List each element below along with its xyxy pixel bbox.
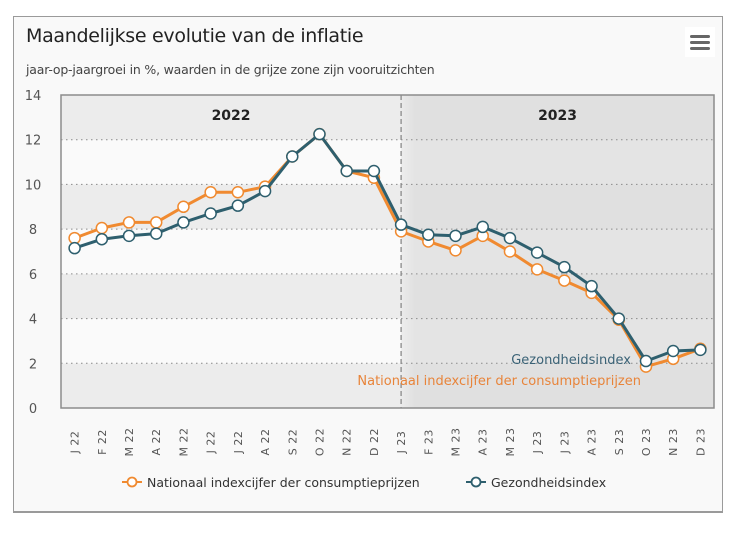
data-point bbox=[639, 354, 653, 368]
menu-line bbox=[690, 35, 710, 38]
y-tick-label: 12 bbox=[25, 134, 42, 149]
year-label: 2022 bbox=[212, 108, 251, 124]
data-point bbox=[149, 227, 163, 240]
legend-marker-nationaal-icon bbox=[122, 476, 142, 488]
x-tick-label: M 22 bbox=[123, 428, 136, 457]
x-tick-label: J 23 bbox=[531, 431, 544, 455]
data-point bbox=[503, 231, 517, 245]
x-tick-label: S 22 bbox=[286, 429, 299, 455]
data-point bbox=[422, 228, 435, 241]
x-tick-label: J 22 bbox=[205, 431, 218, 455]
x-tick-label: A 23 bbox=[477, 428, 490, 455]
data-point bbox=[177, 216, 190, 229]
data-point bbox=[666, 344, 680, 358]
data-point bbox=[503, 245, 517, 258]
data-point bbox=[177, 200, 190, 214]
series-label-nationaal: Nationaal indexcijfer der consumptieprij… bbox=[357, 374, 641, 389]
data-point bbox=[149, 216, 163, 229]
x-tick-label: J 22 bbox=[232, 431, 245, 455]
data-point bbox=[449, 244, 462, 257]
menu-line bbox=[690, 41, 710, 44]
menu-line bbox=[690, 47, 710, 50]
y-tick-label: 10 bbox=[25, 178, 42, 193]
data-point bbox=[204, 186, 217, 199]
x-tick-label: M 23 bbox=[504, 428, 517, 457]
x-tick-label: D 22 bbox=[368, 428, 381, 456]
y-tick-label: 14 bbox=[25, 89, 42, 104]
legend-marker-gezondheidsindex-icon bbox=[466, 476, 486, 488]
x-tick-label: N 22 bbox=[341, 428, 354, 456]
x-tick-label: J 22 bbox=[69, 431, 82, 455]
data-point bbox=[449, 229, 462, 243]
y-tick-label: 0 bbox=[29, 402, 37, 417]
data-point bbox=[313, 127, 326, 141]
x-tick-label: A 23 bbox=[586, 428, 599, 455]
data-point bbox=[122, 216, 136, 229]
legend-label: Nationaal indexcijfer der consumptieprij… bbox=[147, 474, 420, 490]
data-point bbox=[68, 241, 81, 255]
data-point bbox=[558, 260, 571, 274]
x-tick-label: A 22 bbox=[259, 428, 272, 455]
series-label-gezondheidsindex: Gezondheidsindex bbox=[511, 353, 631, 368]
data-point bbox=[258, 184, 272, 198]
data-point bbox=[585, 279, 598, 293]
data-point bbox=[530, 246, 544, 259]
series-gezondheidsindex bbox=[68, 127, 707, 368]
data-point bbox=[231, 186, 245, 199]
x-tick-label: J 23 bbox=[395, 431, 408, 455]
legend-item-gezondheidsindex[interactable]: Gezondheidsindex bbox=[465, 472, 606, 492]
data-point bbox=[286, 150, 299, 163]
legend-label: Gezondheidsindex bbox=[491, 474, 607, 490]
year-label: 2023 bbox=[538, 108, 577, 124]
data-point bbox=[367, 164, 381, 178]
x-tick-label: O 23 bbox=[640, 428, 653, 456]
data-point bbox=[231, 199, 245, 212]
legend-item-nationaal[interactable]: Nationaal indexcijfer der consumptieprij… bbox=[121, 472, 420, 492]
x-tick-label: O 22 bbox=[313, 428, 326, 456]
chart-subtitle: jaar-op-jaargroei in %, waarden in de gr… bbox=[26, 62, 435, 77]
hamburger-menu-icon[interactable] bbox=[685, 27, 715, 57]
data-point bbox=[530, 263, 544, 276]
data-point bbox=[694, 343, 707, 357]
data-point bbox=[95, 232, 109, 246]
x-tick-label: D 23 bbox=[694, 428, 707, 456]
plot-border bbox=[60, 94, 715, 409]
forecast-band-edge bbox=[401, 95, 416, 408]
x-tick-label: F 22 bbox=[96, 429, 109, 455]
data-point bbox=[558, 274, 571, 287]
data-point bbox=[95, 221, 109, 235]
y-tick-label: 2 bbox=[29, 357, 37, 372]
x-tick-label: M 22 bbox=[177, 428, 190, 457]
chart-title: Maandelijkse evolutie van de inflatie bbox=[26, 25, 364, 47]
data-point bbox=[394, 218, 408, 231]
data-point bbox=[122, 229, 136, 243]
data-point bbox=[204, 207, 217, 220]
data-point bbox=[476, 220, 489, 234]
legend: Nationaal indexcijfer der consumptieprij… bbox=[0, 472, 738, 492]
x-tick-label: A 22 bbox=[150, 428, 163, 455]
x-tick-label: M 23 bbox=[450, 428, 463, 457]
data-point bbox=[612, 312, 626, 325]
y-tick-label: 6 bbox=[29, 268, 37, 283]
data-point bbox=[340, 164, 353, 178]
x-tick-label: F 23 bbox=[422, 429, 435, 455]
y-tick-label: 4 bbox=[29, 313, 37, 328]
y-tick-label: 8 bbox=[29, 223, 37, 238]
x-tick-label: S 23 bbox=[613, 429, 626, 455]
x-tick-label: J 23 bbox=[558, 431, 571, 455]
x-tick-label: N 23 bbox=[667, 428, 680, 456]
